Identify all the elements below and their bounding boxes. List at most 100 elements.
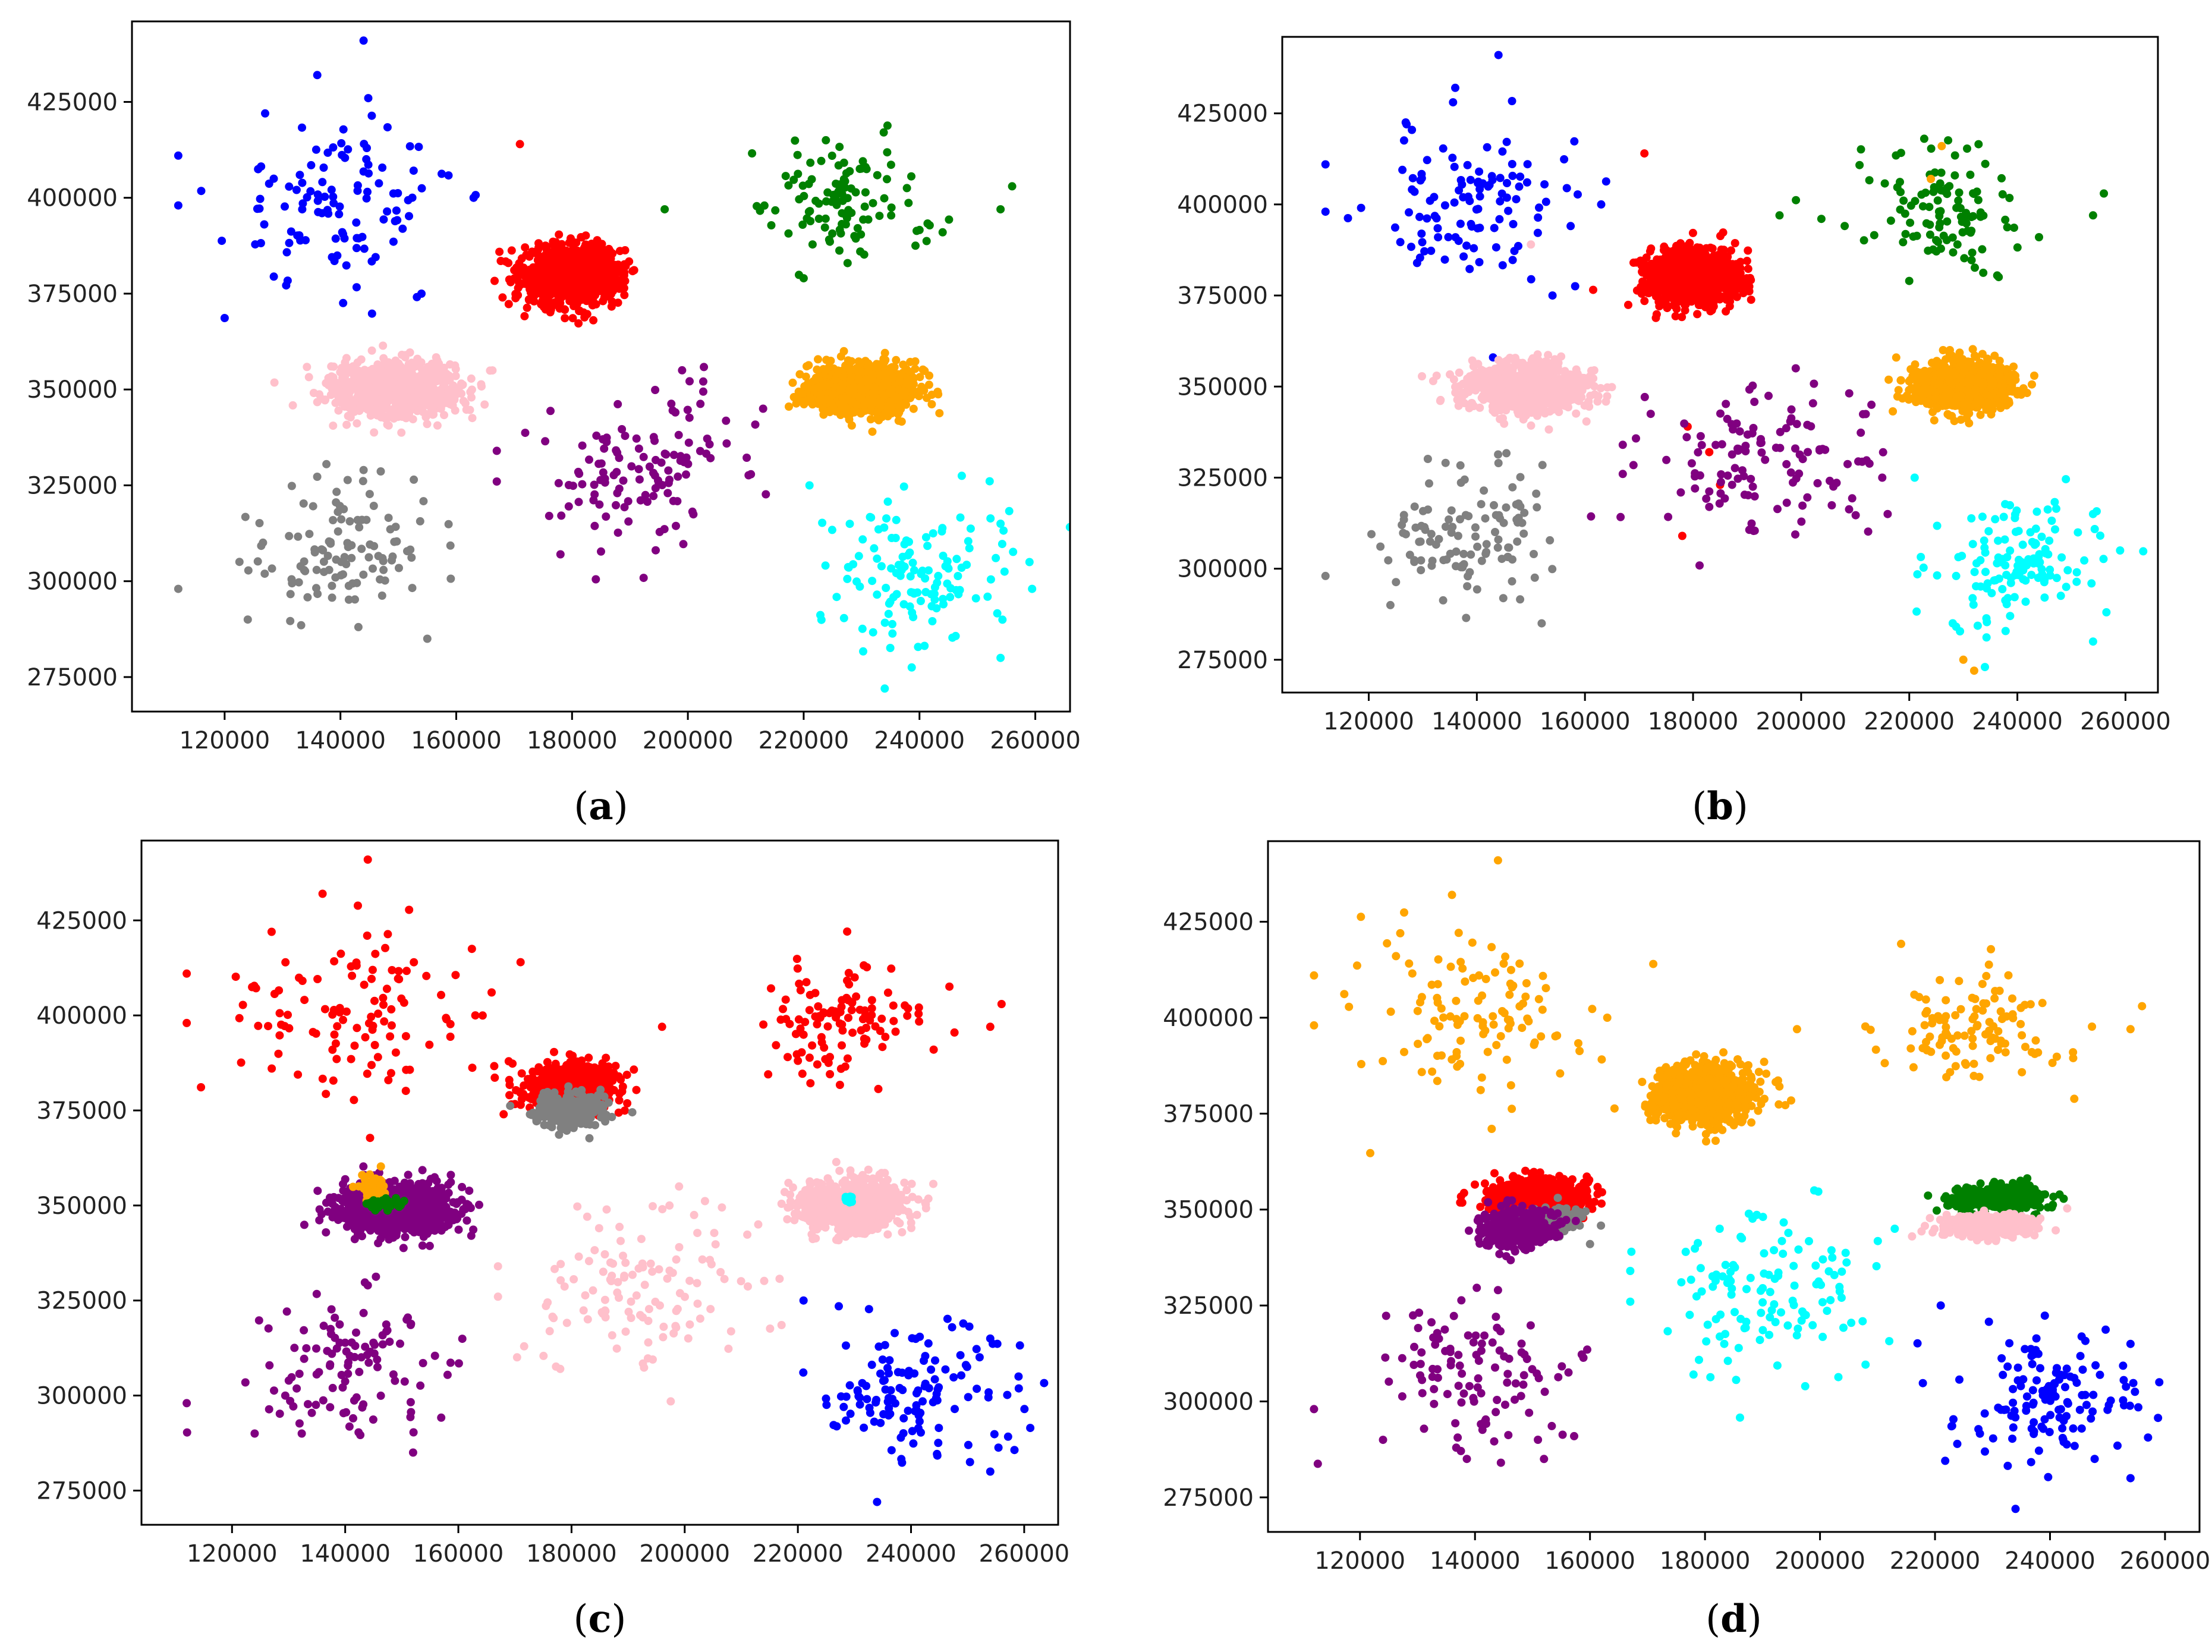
point <box>565 297 574 306</box>
point <box>985 477 994 486</box>
point <box>256 194 265 203</box>
point <box>341 153 350 162</box>
point <box>999 526 1008 535</box>
point <box>366 411 375 420</box>
point <box>409 166 418 175</box>
point <box>298 123 306 132</box>
point <box>827 526 836 534</box>
point <box>934 571 943 580</box>
point <box>1508 160 1516 168</box>
point <box>1008 182 1017 191</box>
point <box>363 187 372 196</box>
point <box>887 564 896 573</box>
point <box>220 314 229 322</box>
point <box>564 481 573 489</box>
point <box>1009 547 1018 556</box>
point <box>1527 421 1536 430</box>
point <box>854 552 863 561</box>
point <box>539 303 548 311</box>
point <box>986 514 995 523</box>
point <box>1496 174 1505 182</box>
point <box>679 540 688 549</box>
point <box>1722 295 1731 304</box>
point <box>814 355 822 364</box>
point <box>467 393 476 402</box>
point <box>821 214 830 223</box>
point <box>395 564 403 572</box>
point <box>404 360 413 369</box>
point <box>423 420 432 429</box>
point <box>767 221 776 229</box>
point <box>639 574 648 583</box>
point <box>331 573 340 582</box>
point <box>1723 286 1732 295</box>
point <box>1716 232 1725 240</box>
point <box>297 621 306 630</box>
point <box>358 477 367 486</box>
point <box>1498 147 1507 156</box>
point <box>1775 211 1784 220</box>
point <box>459 397 468 405</box>
cluster-pink <box>270 341 497 437</box>
point <box>628 267 637 276</box>
point <box>1736 257 1745 266</box>
point <box>591 239 600 248</box>
point <box>880 369 889 378</box>
point <box>1541 197 1550 206</box>
point <box>1647 244 1656 253</box>
point <box>446 574 455 583</box>
point <box>785 402 793 411</box>
point <box>312 584 320 593</box>
point <box>344 581 353 590</box>
point <box>956 513 965 522</box>
point <box>318 178 327 187</box>
point <box>1905 276 1914 285</box>
point <box>688 507 697 516</box>
point <box>567 261 576 270</box>
point <box>1924 246 1933 255</box>
point <box>845 167 854 175</box>
point <box>806 217 815 225</box>
point <box>492 446 501 455</box>
point <box>329 516 338 524</box>
point <box>1512 195 1521 204</box>
point <box>1967 256 1976 265</box>
point <box>818 518 827 527</box>
point <box>574 498 583 506</box>
point <box>584 295 593 304</box>
point <box>591 575 600 584</box>
point <box>329 193 338 201</box>
point <box>444 520 453 528</box>
point <box>1792 196 1801 204</box>
point <box>1662 252 1670 261</box>
point <box>1455 368 1464 377</box>
point <box>572 238 581 247</box>
point <box>344 595 353 604</box>
point <box>376 575 385 584</box>
point <box>667 399 676 408</box>
point <box>1640 149 1649 158</box>
point <box>1450 162 1459 171</box>
point <box>468 414 477 423</box>
point <box>352 218 361 227</box>
point <box>379 341 388 350</box>
point <box>1566 222 1575 231</box>
point <box>375 179 383 188</box>
point <box>334 391 343 400</box>
point <box>866 415 875 424</box>
point <box>1730 239 1739 247</box>
point <box>877 562 886 571</box>
x-tick-label: 160000 <box>411 727 502 754</box>
point <box>458 380 467 389</box>
point <box>429 410 437 419</box>
point <box>856 359 865 368</box>
point <box>333 527 342 536</box>
point <box>1817 215 1826 224</box>
y-tick-label: 375000 <box>27 281 118 308</box>
point <box>1629 258 1638 267</box>
point <box>556 298 565 307</box>
point <box>557 511 566 520</box>
point <box>392 206 401 215</box>
point <box>880 194 889 203</box>
point <box>405 409 414 418</box>
